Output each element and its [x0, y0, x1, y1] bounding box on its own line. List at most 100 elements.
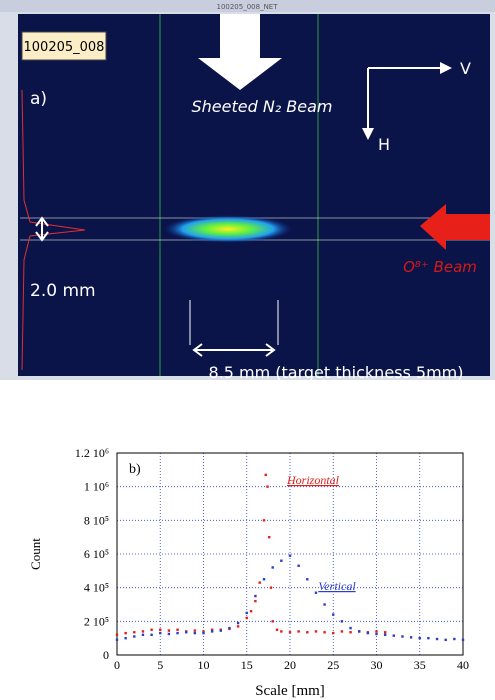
point: [375, 630, 378, 633]
point: [115, 638, 119, 642]
point: [314, 591, 318, 594]
arrow-heads: [192, 343, 276, 357]
x-tick-label: 30: [371, 658, 383, 672]
point: [167, 629, 171, 632]
point: [401, 635, 404, 638]
y-tick-label: 8 10⁵: [84, 513, 109, 527]
point: [288, 631, 292, 634]
point: [444, 638, 447, 642]
point: [280, 559, 283, 562]
run-id-box: [21, 31, 107, 61]
point: [176, 631, 179, 635]
plot-frame: [116, 452, 464, 656]
length-label: 8.5 mm (target thickness 5mm): [208, 363, 463, 382]
point: [340, 620, 344, 623]
title-bar: [0, 0, 495, 12]
point: [306, 578, 309, 581]
point: [453, 637, 456, 641]
point: [349, 631, 352, 634]
point: [288, 554, 292, 557]
point: [159, 631, 162, 635]
point: [461, 638, 465, 642]
beam-label: Sheeted N₂ Beam: [191, 97, 332, 116]
point: [210, 630, 214, 633]
x-tick-label: 5: [157, 658, 163, 672]
point: [323, 603, 326, 606]
point: [349, 626, 352, 630]
point: [392, 634, 395, 637]
point: [210, 628, 214, 631]
x-tick-label: 0: [114, 658, 120, 672]
point: [297, 630, 300, 633]
arrow-head: [440, 62, 452, 74]
x-tick-label: 40: [457, 658, 469, 672]
panel-a: 100205_008_NET 100205_008 a) Sheeted N₂ …: [0, 0, 495, 382]
point: [150, 633, 153, 636]
point: [228, 626, 231, 630]
point: [202, 630, 205, 633]
point: [115, 633, 119, 636]
x-tick-label: 15: [241, 658, 253, 672]
point: [314, 630, 318, 633]
arrow-head: [362, 128, 374, 140]
point: [236, 621, 240, 625]
point: [193, 631, 197, 635]
point: [254, 594, 257, 598]
point: [409, 636, 413, 639]
beam-spot: [163, 215, 293, 243]
y-tick-label: 2 10⁵: [84, 614, 109, 628]
point: [427, 636, 430, 640]
point: [202, 631, 205, 635]
panel-label: b): [129, 462, 141, 477]
x-tick-label: 35: [414, 658, 426, 672]
point: [262, 519, 266, 522]
point: [245, 611, 248, 615]
profile-curve: [21, 89, 86, 371]
point: [236, 625, 240, 628]
point: [340, 630, 344, 633]
point: [306, 631, 309, 634]
axis-h-label: H: [378, 135, 390, 154]
arrow-down: [198, 14, 282, 90]
point: [141, 633, 145, 636]
point: [176, 628, 179, 631]
panel-b: 0 5 10 15 20 25 30 35 40 0 2 10⁵ 4 10⁵ 6 10⁵ 8 10⁵ 1 1…: [28, 446, 469, 699]
point: [133, 635, 136, 638]
point: [366, 631, 370, 635]
axis-v-label: V: [460, 59, 471, 78]
width-label: 2.0 mm: [30, 281, 96, 301]
point: [258, 581, 261, 584]
point: [297, 564, 300, 567]
point: [245, 616, 248, 620]
x-tick-label: 25: [327, 658, 339, 672]
point: [141, 630, 145, 633]
point: [185, 631, 188, 634]
point: [254, 599, 257, 603]
point: [268, 535, 271, 539]
ion-arrow: [420, 204, 490, 250]
series-label: Vertical: [318, 579, 356, 593]
point: [150, 628, 153, 631]
y-axis-label: Count: [28, 538, 43, 570]
x-axis-label: Scale [mm]: [255, 683, 325, 699]
point: [275, 628, 279, 631]
y-tick-label: 0: [103, 648, 109, 662]
series-label: Horizontal: [286, 473, 340, 487]
point: [383, 633, 387, 636]
point: [133, 631, 136, 634]
x-tick-label: 20: [284, 658, 296, 672]
point: [323, 631, 326, 634]
point: [249, 610, 253, 613]
point: [167, 632, 171, 636]
point: [383, 631, 387, 634]
y-tick-label: 1 10⁶: [84, 480, 109, 494]
point: [280, 630, 283, 633]
point: [262, 578, 266, 581]
point: [219, 629, 222, 632]
point: [271, 566, 274, 569]
y-tick-label: 6 10⁵: [84, 547, 109, 561]
ion-beam-label: O⁸⁺ Beam: [403, 258, 477, 276]
point: [375, 632, 378, 636]
